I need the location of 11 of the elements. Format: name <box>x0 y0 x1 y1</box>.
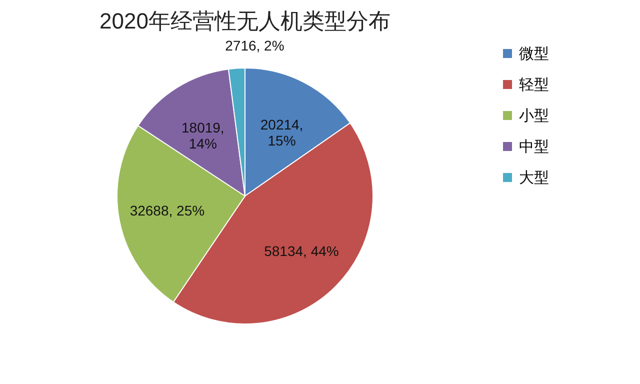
chart-title: 2020年经营性无人机类型分布 <box>100 8 390 34</box>
legend-label: 大型 <box>519 170 549 186</box>
legend-label: 小型 <box>519 108 549 124</box>
legend-label: 轻型 <box>519 76 549 94</box>
legend-label: 微型 <box>519 46 549 62</box>
data-label: 18019, 14% <box>181 120 224 152</box>
data-label: 20214, 15% <box>260 116 304 149</box>
data-label: 32688, 25% <box>130 202 205 219</box>
legend-label: 中型 <box>519 138 549 156</box>
data-label: 2716, 2% <box>225 37 284 54</box>
data-label: 58134, 44% <box>264 242 339 259</box>
